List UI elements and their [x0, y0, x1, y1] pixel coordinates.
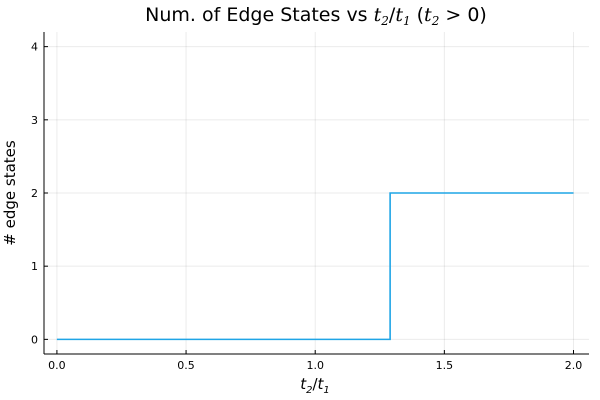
x-tick-label: 1.0: [306, 359, 324, 372]
x-tick-label: 1.5: [436, 359, 454, 372]
y-ticks: 0 1 2 3 4: [31, 41, 48, 346]
x-tick-label: 2.0: [565, 359, 583, 372]
y-tick-label: 0: [31, 333, 38, 346]
y-tick-label: 2: [31, 187, 38, 200]
y-tick-label: 1: [31, 260, 38, 273]
y-tick-label: 4: [31, 41, 38, 54]
y-axis-label: # edge states: [1, 140, 19, 246]
series-layer: [56, 192, 574, 341]
x-axis-label: t2/t1: [300, 375, 330, 396]
series-line: [56, 192, 574, 341]
x-tick-label: 0.0: [48, 359, 66, 372]
y-tick-label: 3: [31, 114, 38, 127]
x-tick-label: 0.5: [177, 359, 195, 372]
chart-title: Num. of Edge States vs t2/t1 (t2 > 0): [145, 4, 487, 28]
x-ticks: 0.0 0.5 1.0 1.5 2.0: [48, 350, 582, 372]
